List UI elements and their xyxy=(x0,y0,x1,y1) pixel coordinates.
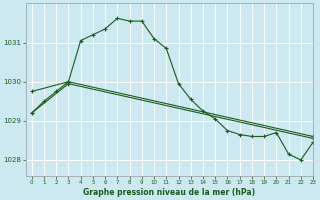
X-axis label: Graphe pression niveau de la mer (hPa): Graphe pression niveau de la mer (hPa) xyxy=(83,188,255,197)
